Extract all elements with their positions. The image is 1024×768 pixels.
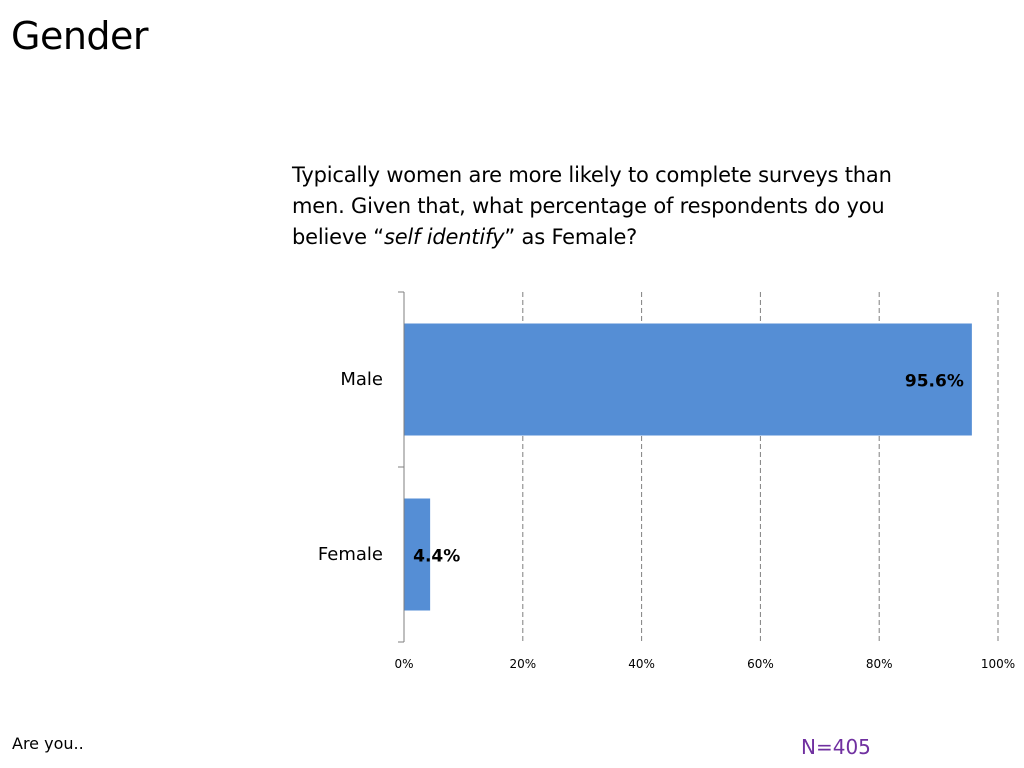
x-tick-label-20: 20% bbox=[509, 657, 536, 671]
value-label-female: 4.4% bbox=[413, 547, 460, 567]
sample-size-label: N=405 bbox=[801, 735, 871, 759]
x-tick-label-0: 0% bbox=[394, 657, 413, 671]
question-text: Typically women are more likely to compl… bbox=[292, 160, 912, 253]
question-text-part2: ” as Female? bbox=[504, 225, 638, 249]
value-label-male: 95.6% bbox=[905, 372, 964, 392]
question-text-italic: self identify bbox=[383, 225, 505, 249]
category-label-male: Male bbox=[340, 369, 383, 390]
x-tick-label-100: 100% bbox=[981, 657, 1015, 671]
x-tick-label-60: 60% bbox=[747, 657, 774, 671]
slide-title: Gender bbox=[11, 14, 149, 58]
category-label-female: Female bbox=[318, 544, 383, 565]
bar-female bbox=[404, 498, 431, 611]
bar-male bbox=[404, 323, 972, 436]
x-tick-label-40: 40% bbox=[628, 657, 655, 671]
x-tick-label-80: 80% bbox=[866, 657, 893, 671]
footer-note: Are you.. bbox=[12, 734, 84, 753]
question-text-part1: Typically women are more likely to compl… bbox=[292, 163, 892, 249]
